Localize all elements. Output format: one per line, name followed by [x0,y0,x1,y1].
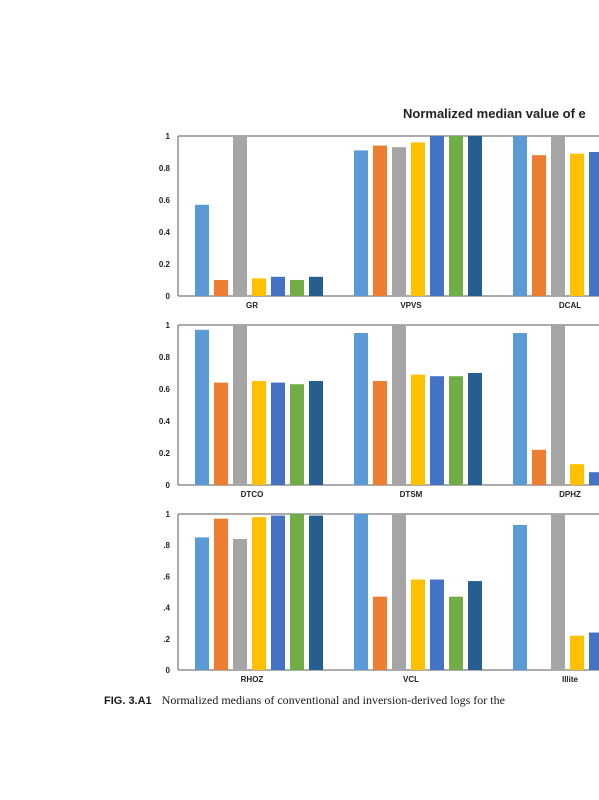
bar [430,376,444,485]
bar [252,278,266,296]
bar [214,280,228,296]
bar [195,537,209,670]
bar [252,381,266,485]
y-tick-label: 0.6 [159,196,171,205]
chart-title: Normalized median value of e [403,106,586,121]
y-tick-label: 1 [166,321,171,330]
y-tick-label: 0.2 [159,260,171,269]
y-tick-label: 0 [166,292,171,301]
y-tick-label: .2 [163,635,170,644]
bar [513,136,527,296]
figure-caption: FIG. 3.A1 Normalized medians of conventio… [104,693,505,708]
bar [354,333,368,485]
bar [233,325,247,485]
bar [449,596,463,670]
bar [589,472,599,485]
category-label: DCAL [559,301,581,310]
y-tick-label: 0.8 [159,353,171,362]
bar [551,514,565,670]
bar [309,381,323,485]
bar [271,382,285,485]
bar [468,581,482,670]
bar [513,333,527,485]
y-tick-label: 0.4 [159,417,171,426]
caption-text: Normalized medians of conventional and i… [161,693,505,707]
bar [214,518,228,670]
bar [449,136,463,296]
category-label: DTSM [400,490,423,499]
bar [589,152,599,296]
bar [532,449,546,485]
bar [411,374,425,485]
bar [570,464,584,485]
bar [373,145,387,296]
bar [214,382,228,485]
category-label: Illite [562,675,579,684]
bar [589,632,599,670]
bar [290,384,304,485]
bar [532,155,546,296]
y-tick-label: 1 [166,510,171,519]
bar [551,325,565,485]
bar [392,147,406,296]
category-label: GR [246,301,258,310]
y-tick-label: 1 [166,132,171,141]
bar [309,515,323,670]
bar [354,150,368,296]
y-tick-label: 0.2 [159,449,171,458]
bar [271,276,285,296]
bar [195,204,209,296]
caption-number: FIG. 3.A1 [104,695,152,707]
bar [271,515,285,670]
y-tick-label: 0.6 [159,385,171,394]
bar [252,517,266,670]
bar [430,579,444,670]
panel-3: 0 .2 .4 .6 .8 1 RHOZ VCL Illite [163,510,599,684]
bar [468,373,482,485]
bar [513,524,527,670]
bar [551,136,565,296]
bar [354,514,368,670]
bar [411,142,425,296]
bar [570,153,584,296]
y-tick-label: 0 [166,481,171,490]
bar [233,136,247,296]
y-tick-label: 0 [166,666,171,675]
y-tick-label: 0.4 [159,228,171,237]
panel-1: 0 0.2 0.4 0.6 0.8 1 GR VPVS DCAL [159,132,599,310]
y-tick-label: 0.8 [159,164,171,173]
bar [411,579,425,670]
bar [570,635,584,670]
bar [309,276,323,296]
y-tick-label: .6 [163,572,170,581]
bar [468,136,482,296]
category-label: DTCO [241,490,264,499]
bar [392,514,406,670]
category-label: RHOZ [241,675,264,684]
category-label: VPVS [400,301,422,310]
bar [195,329,209,485]
y-tick-label: .4 [163,604,170,613]
bar [290,280,304,296]
bar [290,514,304,670]
bar [373,596,387,670]
category-label: DPHZ [559,490,581,499]
bar [430,136,444,296]
bar [373,381,387,485]
panel-2: 0 0.2 0.4 0.6 0.8 1 DTCO DTSM DPHZ [159,321,599,499]
category-label: VCL [403,675,419,684]
y-tick-label: .8 [163,541,170,550]
bar [392,325,406,485]
bar [449,376,463,485]
bar [233,538,247,670]
